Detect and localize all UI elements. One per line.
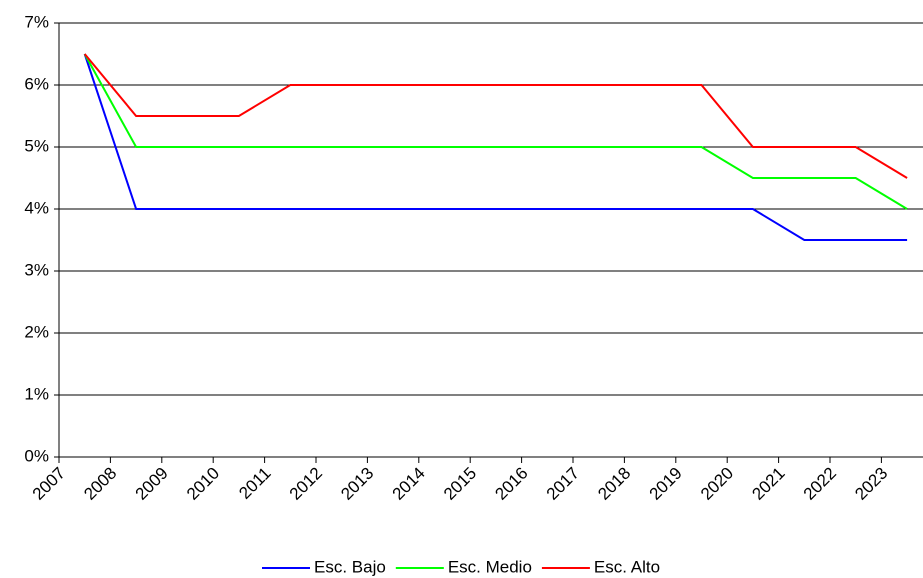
x-tick-label: 2021 xyxy=(748,464,788,504)
x-tick-label: 2023 xyxy=(851,464,891,504)
x-tick-label: 2008 xyxy=(80,464,120,504)
line-series xyxy=(83,53,908,179)
y-tick-label: 1% xyxy=(24,384,49,403)
legend-label: Esc. Medio xyxy=(448,557,532,576)
y-tick-label: 2% xyxy=(24,322,49,341)
x-tick-label: 2016 xyxy=(491,464,531,504)
legend-label: Esc. Bajo xyxy=(314,557,386,576)
y-tick-label: 4% xyxy=(24,198,49,217)
x-tick-label: 2015 xyxy=(440,464,480,504)
y-tick-label: 3% xyxy=(24,260,49,279)
line-series xyxy=(83,53,908,210)
x-tick-label: 2010 xyxy=(183,464,223,504)
x-tick-label: 2011 xyxy=(235,464,274,503)
y-tick-label: 0% xyxy=(24,446,49,465)
y-tick-label: 5% xyxy=(24,136,49,155)
x-tick-label: 2022 xyxy=(800,464,840,504)
y-tick-label: 6% xyxy=(24,74,49,93)
x-tick-label: 2012 xyxy=(286,464,326,504)
x-tick-label: 2007 xyxy=(29,464,69,504)
x-tick-label: 2014 xyxy=(389,464,429,504)
x-tick-label: 2017 xyxy=(543,464,583,504)
x-tick-label: 2020 xyxy=(697,464,737,504)
y-tick-label: 7% xyxy=(24,12,49,31)
line-series xyxy=(83,53,908,241)
legend-label: Esc. Alto xyxy=(594,557,660,576)
x-tick-label: 2019 xyxy=(646,464,686,504)
x-tick-label: 2009 xyxy=(132,464,172,504)
x-tick-label: 2013 xyxy=(337,464,377,504)
x-tick-label: 2018 xyxy=(594,464,634,504)
